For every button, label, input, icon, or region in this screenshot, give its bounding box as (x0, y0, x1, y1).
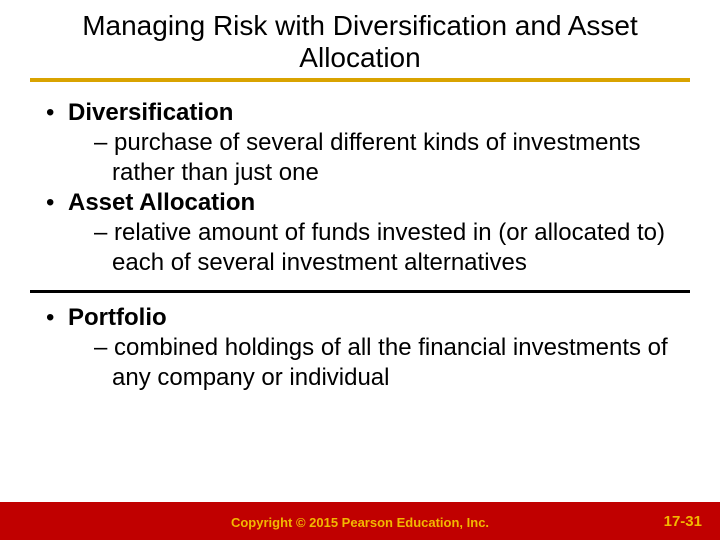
bullet-heading: Diversification (68, 99, 233, 126)
bullet-diversification: •Diversification (46, 98, 690, 128)
sub-bullet-diversification: – purchase of several different kinds of… (94, 128, 690, 188)
sub-bullet-asset-allocation: – relative amount of funds invested in (… (94, 218, 690, 278)
page-number: 17-31 (664, 513, 702, 530)
slide: Managing Risk with Diversification and A… (0, 0, 720, 540)
bullet-dot-icon: • (46, 188, 68, 218)
bullet-dot-icon: • (46, 303, 68, 333)
sub-bullet-portfolio: – combined holdings of all the financial… (94, 333, 690, 393)
bullet-dot-icon: • (46, 98, 68, 128)
bullet-portfolio: •Portfolio (46, 303, 690, 333)
bullet-asset-allocation: •Asset Allocation (46, 188, 690, 218)
body-area-2: •Portfolio – combined holdings of all th… (0, 303, 720, 393)
title-area: Managing Risk with Diversification and A… (0, 0, 720, 74)
section-divider (30, 290, 690, 293)
footer-copyright: Copyright © 2015 Pearson Education, Inc. (0, 515, 720, 530)
slide-title: Managing Risk with Diversification and A… (40, 10, 680, 74)
bullet-heading: Portfolio (68, 304, 167, 331)
bullet-heading: Asset Allocation (68, 189, 255, 216)
body-area: •Diversification – purchase of several d… (0, 82, 720, 278)
